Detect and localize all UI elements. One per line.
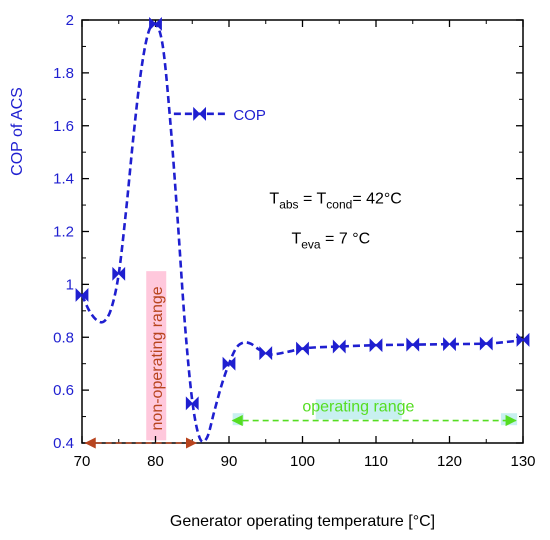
- y-tick-label-1.2: 1.2: [53, 224, 74, 241]
- data-point-cop-105: [332, 339, 346, 354]
- data-point-cop-125: [479, 336, 493, 351]
- data-point-cop-70: [75, 287, 89, 302]
- data-point-cop-75: [112, 266, 126, 281]
- y-tick-label-0.6: 0.6: [53, 382, 74, 399]
- data-point-cop-90: [222, 356, 236, 371]
- data-point-cop-115: [406, 337, 420, 352]
- x-tick-label-80: 80: [147, 453, 164, 470]
- y-tick-label-1.8: 1.8: [53, 65, 74, 82]
- eq1-c: = 42°C: [352, 191, 402, 208]
- eq1-a: T: [269, 191, 279, 208]
- x-tick-label-130: 130: [510, 453, 535, 470]
- x-tick-label-90: 90: [221, 453, 238, 470]
- data-point-cop-85: [185, 396, 199, 411]
- x-tick-label-100: 100: [290, 453, 315, 470]
- x-axis: 70 80 90 100 110 120 130: [74, 20, 536, 470]
- data-point-cop-130: [516, 332, 530, 347]
- series-markers-cop: [75, 16, 530, 411]
- operating-highlight: [315, 399, 402, 420]
- data-point-cop-120: [443, 337, 456, 352]
- x-tick-label-70: 70: [74, 453, 91, 470]
- y-tick-label-1: 1: [66, 276, 74, 293]
- data-point-cop-80: [149, 16, 162, 31]
- operating-arrow-highlight-right: [500, 413, 518, 426]
- y-tick-label-1.4: 1.4: [53, 171, 74, 188]
- y-tick-label-1.6: 1.6: [53, 118, 74, 135]
- y-axis-title: COP of ACS: [9, 87, 26, 176]
- legend-marker-shape: [193, 106, 206, 121]
- legend-label-cop: COP: [233, 107, 266, 124]
- legend: COP: [173, 106, 266, 124]
- eq1-b-sub: cond: [326, 198, 352, 212]
- eq2-a-sub: eva: [301, 237, 321, 251]
- x-tick-label-110: 110: [364, 453, 388, 470]
- operating-arrow-highlight-left: [232, 413, 244, 426]
- data-point-cop-100: [296, 341, 309, 356]
- y-tick-label-0.8: 0.8: [53, 329, 74, 346]
- eq2-b: = 7 °C: [321, 230, 371, 247]
- eq1-b: = T: [299, 191, 327, 208]
- x-axis-title: Generator operating temperature [°C]: [170, 513, 435, 530]
- operating-range-label: operating range: [302, 398, 414, 415]
- non-operating-highlight: [146, 271, 167, 441]
- equation-teva: Teva = 7 °C: [291, 230, 370, 251]
- data-point-cop-110: [369, 338, 383, 353]
- equation-tabs-tcond: Tabs = Tcond= 42°C: [269, 191, 401, 212]
- data-point-cop-95: [259, 346, 273, 361]
- y-axis: 0.4 0.6 0.8 1 1.2 1.4 1.6 1.8 2: [53, 12, 523, 452]
- y-tick-label-0.4: 0.4: [53, 435, 74, 452]
- legend-marker-cop: [193, 106, 206, 121]
- eq2-a: T: [291, 230, 301, 247]
- non-operating-range-label: non-operating range: [149, 286, 166, 430]
- y-tick-label-2: 2: [66, 12, 74, 29]
- eq1-a-sub: abs: [279, 198, 298, 212]
- x-tick-label-120: 120: [437, 453, 462, 470]
